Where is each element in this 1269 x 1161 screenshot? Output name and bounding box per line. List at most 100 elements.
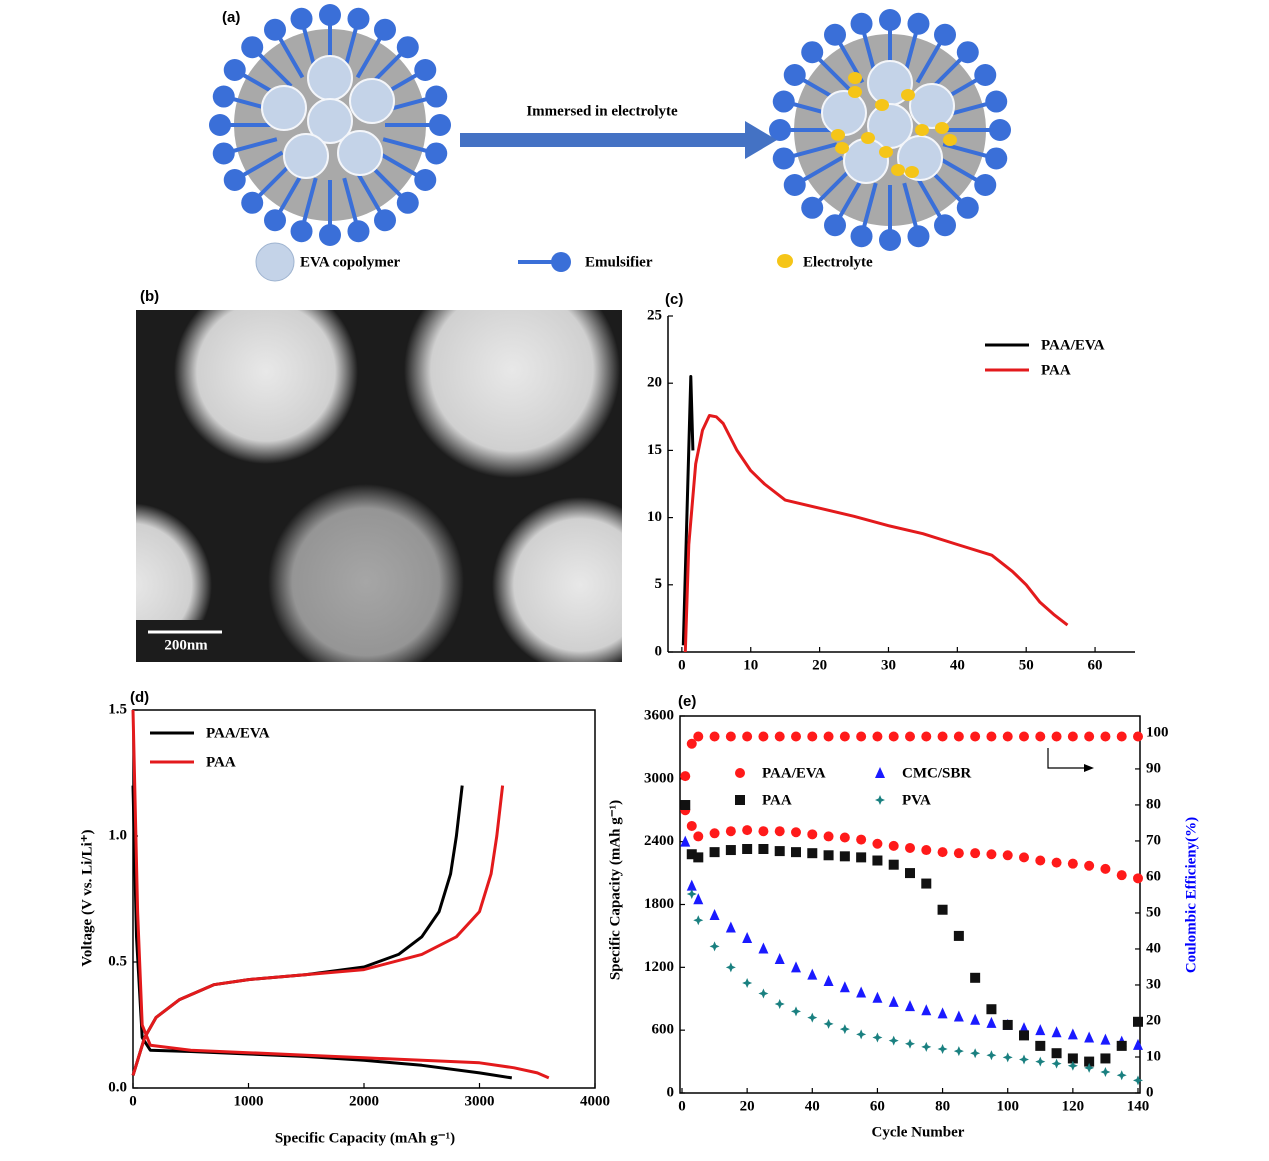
data-point [774, 826, 785, 837]
legend-text: PAA [762, 792, 792, 808]
data-point [986, 849, 997, 860]
particle-image [268, 484, 464, 662]
y-tick-label: 0 [667, 1084, 675, 1100]
emulsifier-tail [816, 167, 853, 204]
emulsifier-tail [816, 56, 853, 93]
emulsifier-head [934, 23, 956, 46]
data-point [970, 1048, 981, 1059]
y2-tick-label: 70 [1146, 832, 1161, 848]
emulsifier-tail [230, 137, 278, 154]
data-point [970, 972, 981, 983]
data-point [953, 848, 964, 859]
data-point [725, 826, 736, 837]
data-point [856, 852, 867, 863]
electrolyte [848, 86, 862, 98]
emulsifier-head [429, 114, 451, 136]
x-tick-label: 0 [678, 1098, 686, 1114]
y-tick-label: 3000 [644, 770, 674, 786]
series-line [683, 414, 1069, 653]
data-point [986, 1050, 997, 1061]
electrolyte [901, 89, 915, 101]
x-tick-label: 30 [881, 657, 896, 673]
x-axis-label: Cycle Number [872, 1124, 965, 1140]
eva-copolymer [307, 98, 353, 144]
data-point [1035, 1056, 1046, 1067]
eva-copolymer [261, 85, 307, 131]
y-tick-label: 0.5 [108, 953, 127, 969]
emulsifier-head [974, 174, 997, 196]
data-point [937, 904, 948, 915]
legend-text: PAA/EVA [206, 725, 270, 741]
data-point [693, 731, 704, 742]
legend-text: PAA/EVA [1041, 337, 1105, 353]
data-point [888, 859, 899, 870]
emulsifier-head [783, 174, 806, 196]
data-point [735, 795, 745, 805]
x-tick-label: 1000 [234, 1093, 264, 1109]
legend-text: PAA [206, 754, 236, 770]
emulsifier-head [879, 229, 901, 251]
data-point [888, 1035, 899, 1046]
emulsifier-tail [376, 150, 420, 178]
data-point [1084, 1031, 1095, 1043]
y-tick-label: 15 [647, 442, 662, 458]
y-tick-label: 10 [647, 509, 662, 525]
emulsifier-tail [861, 182, 878, 230]
y-axis-label: Voltage (V vs. Li/Li⁺) [79, 829, 95, 966]
y2-tick-label: 100 [1146, 724, 1169, 740]
panel-label: (b) [140, 288, 159, 305]
legend-text: PVA [902, 792, 931, 808]
data-point [1002, 1019, 1013, 1030]
eva-copolymer [821, 90, 867, 136]
eva-copolymer [307, 55, 353, 101]
emulsifier-head [772, 147, 795, 170]
emulsifier-tail [902, 182, 919, 230]
y-tick-label: 20 [647, 375, 662, 391]
data-point [1084, 860, 1095, 871]
micrograph-image [136, 310, 622, 662]
data-point [921, 1004, 932, 1016]
data-point [709, 847, 720, 858]
data-point [875, 767, 885, 778]
emulsifier-head [396, 36, 419, 59]
emulsifier-head [209, 114, 231, 136]
data-point [823, 731, 834, 742]
electrolyte [875, 99, 889, 111]
data-point [709, 731, 720, 742]
data-point [1019, 1022, 1029, 1034]
eva-copolymer [909, 83, 955, 129]
data-point [1100, 1067, 1111, 1078]
y-tick-label: 1200 [644, 959, 674, 975]
data-point [758, 731, 769, 742]
emulsifier-tail [942, 142, 990, 159]
data-point [856, 1029, 867, 1040]
data-point [1100, 863, 1111, 874]
emulsifier-tail [240, 150, 284, 178]
emulsifier-head [985, 90, 1008, 113]
emulsifier-tail [256, 51, 293, 88]
data-point [970, 1013, 981, 1025]
emulsifier-tail [800, 155, 844, 183]
x-tick-label: 0 [678, 657, 686, 673]
panel-label: (d) [130, 689, 149, 706]
y-tick-label: 0.0 [108, 1079, 127, 1095]
particle-image [492, 497, 622, 662]
data-point [1116, 1040, 1127, 1051]
emulsifier-head [801, 41, 824, 64]
data-point [1116, 731, 1127, 742]
data-point [693, 893, 704, 905]
data-point [872, 838, 883, 849]
x-tick-label: 10 [743, 657, 758, 673]
emulsifier-head [989, 119, 1011, 141]
x-tick-label: 40 [950, 657, 965, 673]
data-point [986, 1004, 997, 1015]
data-point [905, 1038, 915, 1049]
y-tick-label: 2400 [644, 833, 674, 849]
data-point [921, 731, 932, 742]
data-point [1051, 1058, 1062, 1069]
electrolyte [831, 129, 845, 141]
electrolyte [861, 132, 875, 144]
particle-image [404, 310, 620, 478]
y2-tick-label: 0 [1146, 1084, 1154, 1100]
